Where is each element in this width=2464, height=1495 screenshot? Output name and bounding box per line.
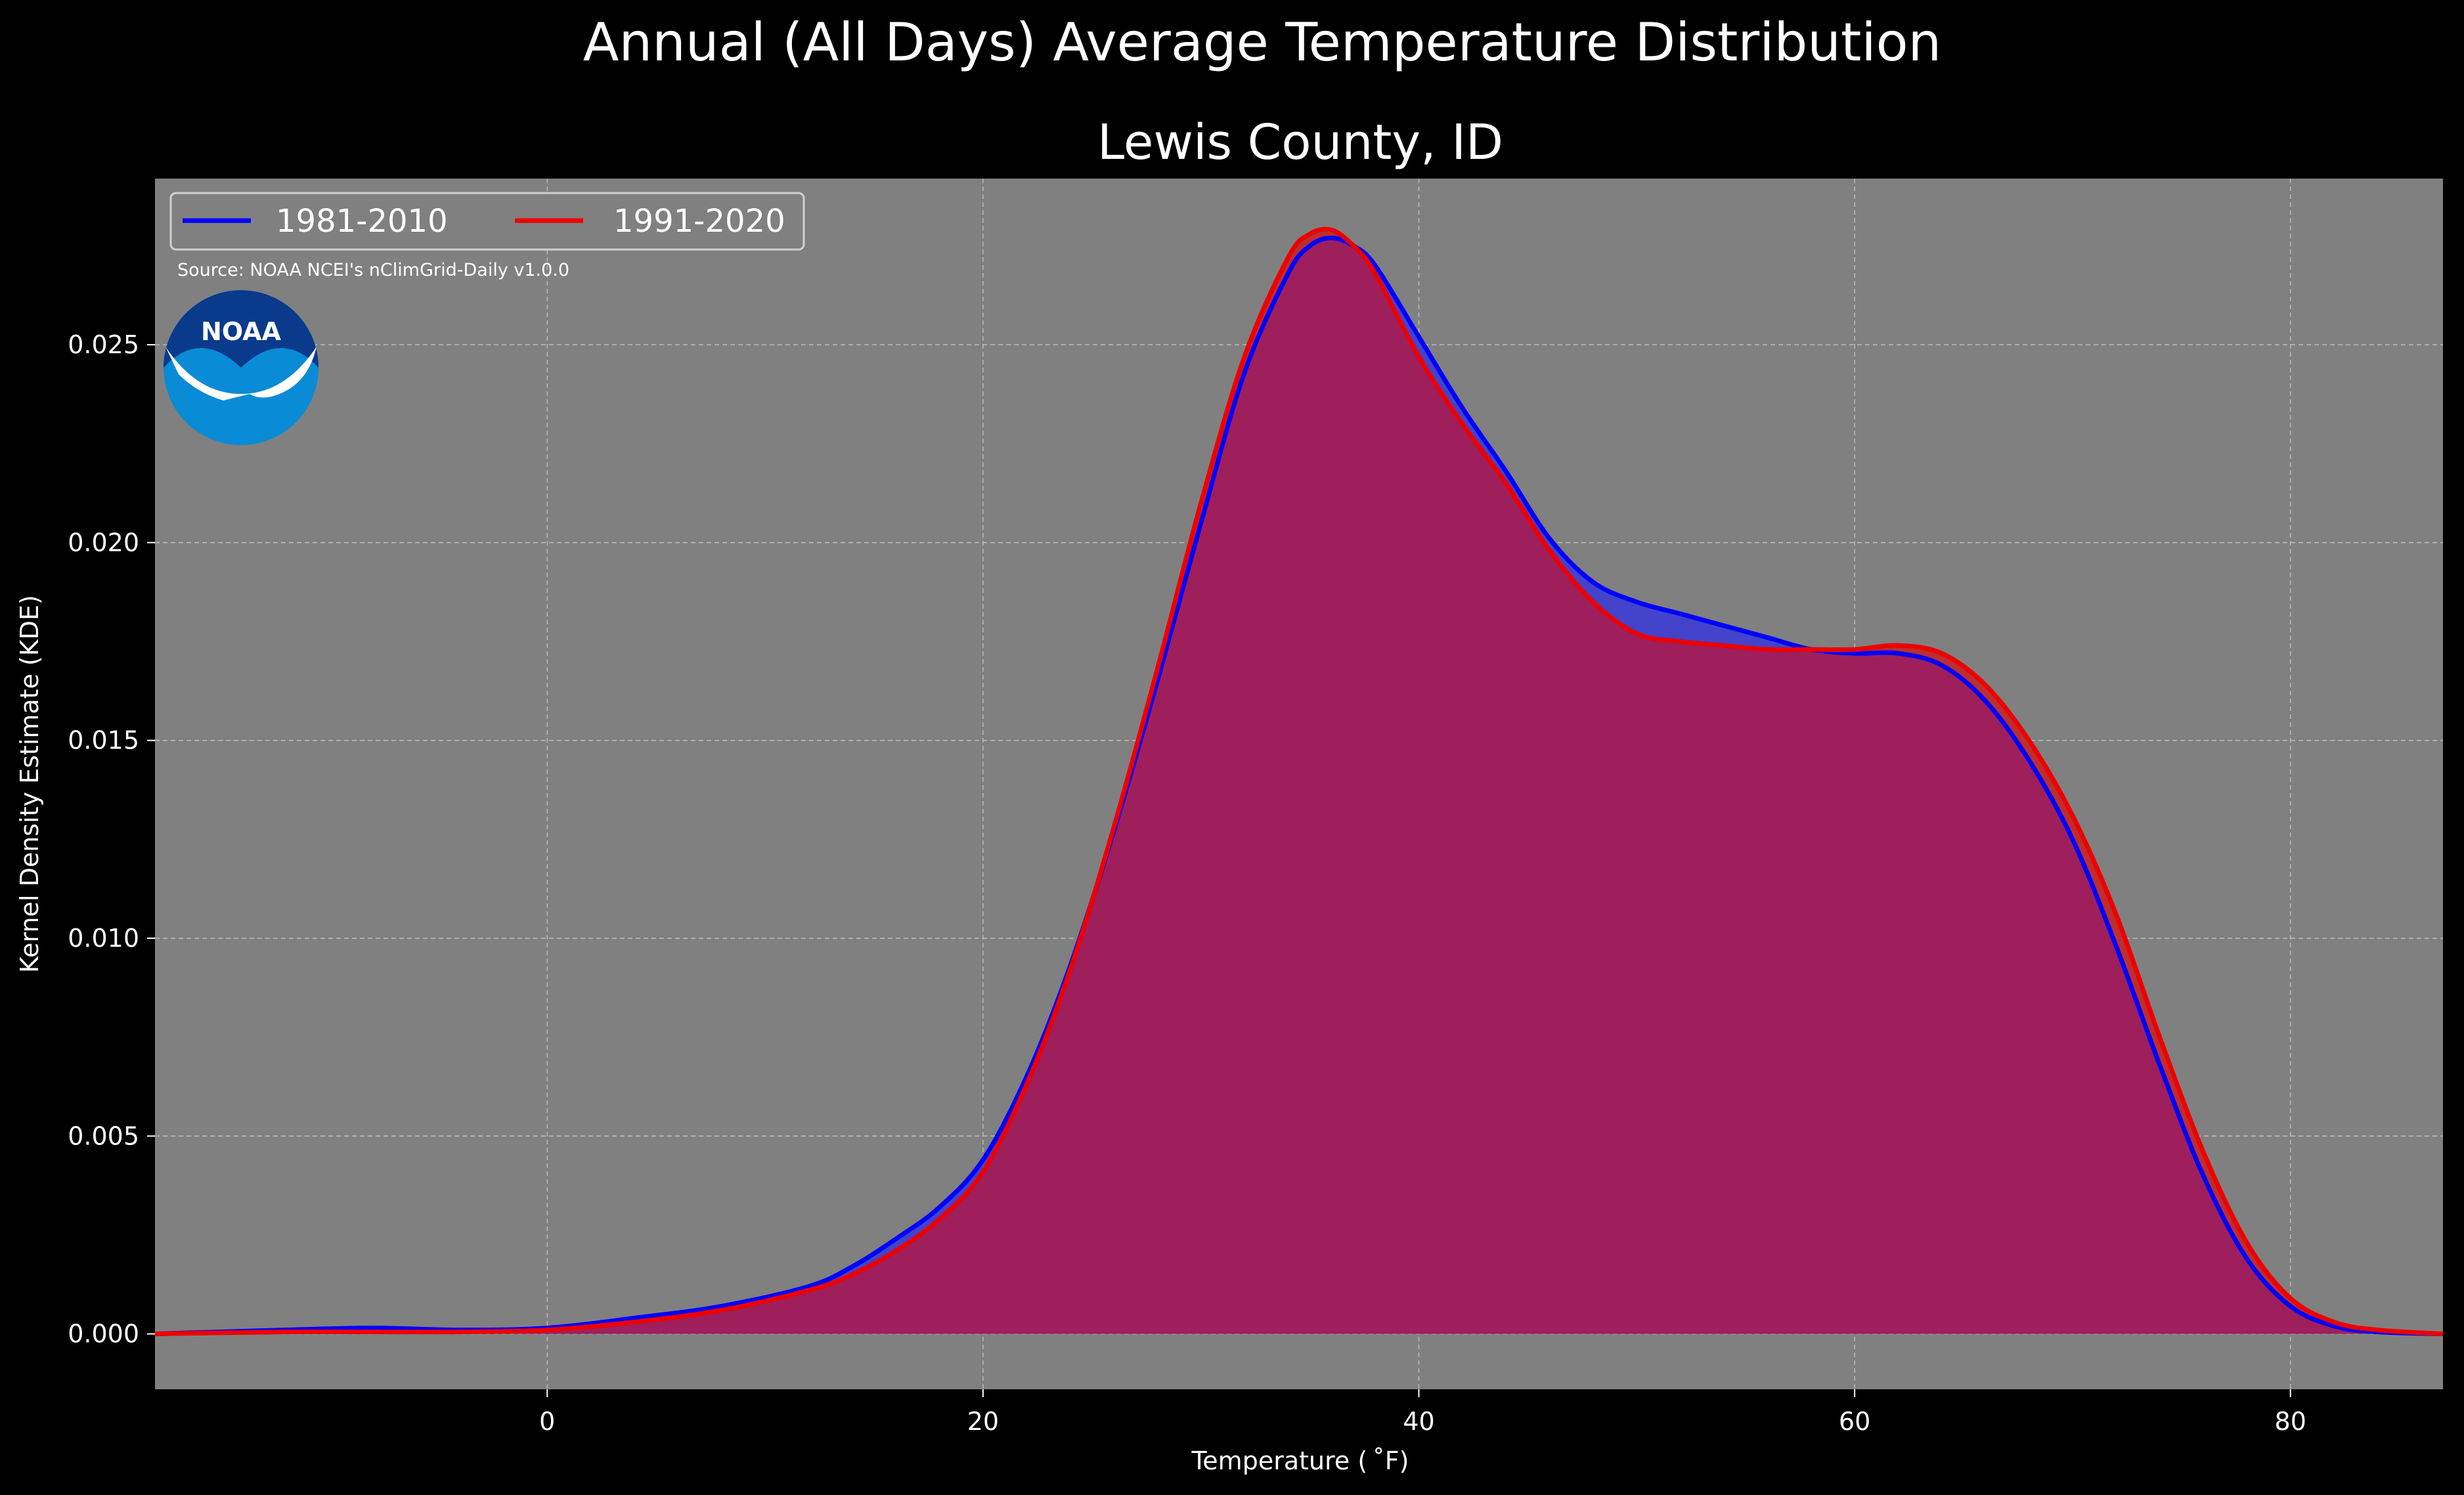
noaa-logo-text: NOAA xyxy=(201,317,281,346)
noaa-logo: NOAA xyxy=(164,290,319,445)
y-tick-label: 0.020 xyxy=(68,528,139,557)
chart-title: Annual (All Days) Average Temperature Di… xyxy=(583,12,1941,73)
x-tick-label: 40 xyxy=(1403,1407,1434,1436)
y-tick-label: 0.025 xyxy=(68,330,139,359)
y-tick-label: 0.010 xyxy=(68,924,139,953)
source-note: Source: NOAA NCEI's nClimGrid-Daily v1.0… xyxy=(177,260,569,280)
y-axis-ticks: 0.000 0.005 0.010 0.015 0.020 0.025 xyxy=(68,330,155,1349)
x-axis-ticks: 0 20 40 60 80 xyxy=(539,1389,2306,1436)
x-tick-label: 0 xyxy=(539,1407,555,1436)
y-tick-label: 0.015 xyxy=(68,726,139,755)
legend-label-1991-2020: 1991-2020 xyxy=(613,203,785,240)
legend-label-1981-2010: 1981-2010 xyxy=(276,203,448,240)
x-tick-label: 60 xyxy=(1839,1407,1870,1436)
series-fills xyxy=(155,228,2443,1334)
y-tick-label: 0.000 xyxy=(68,1320,139,1349)
legend: 1981-2010 1991-2020 xyxy=(169,192,805,251)
chart-subtitle: Lewis County, ID xyxy=(1097,114,1503,171)
series-lines xyxy=(154,227,2444,1337)
x-tick-label: 80 xyxy=(2275,1407,2306,1436)
x-tick-label: 20 xyxy=(967,1407,999,1436)
series-line-1981-2010 xyxy=(154,235,2444,1337)
x-axis-label: Temperature ( ˚F) xyxy=(1191,1446,1409,1475)
y-axis-label: Kernel Density Estimate (KDE) xyxy=(15,595,44,973)
series-line-1991-2020 xyxy=(154,227,2444,1337)
y-tick-label: 0.005 xyxy=(68,1121,139,1150)
legend-box xyxy=(169,192,805,251)
fill-overlap xyxy=(155,238,2443,1334)
